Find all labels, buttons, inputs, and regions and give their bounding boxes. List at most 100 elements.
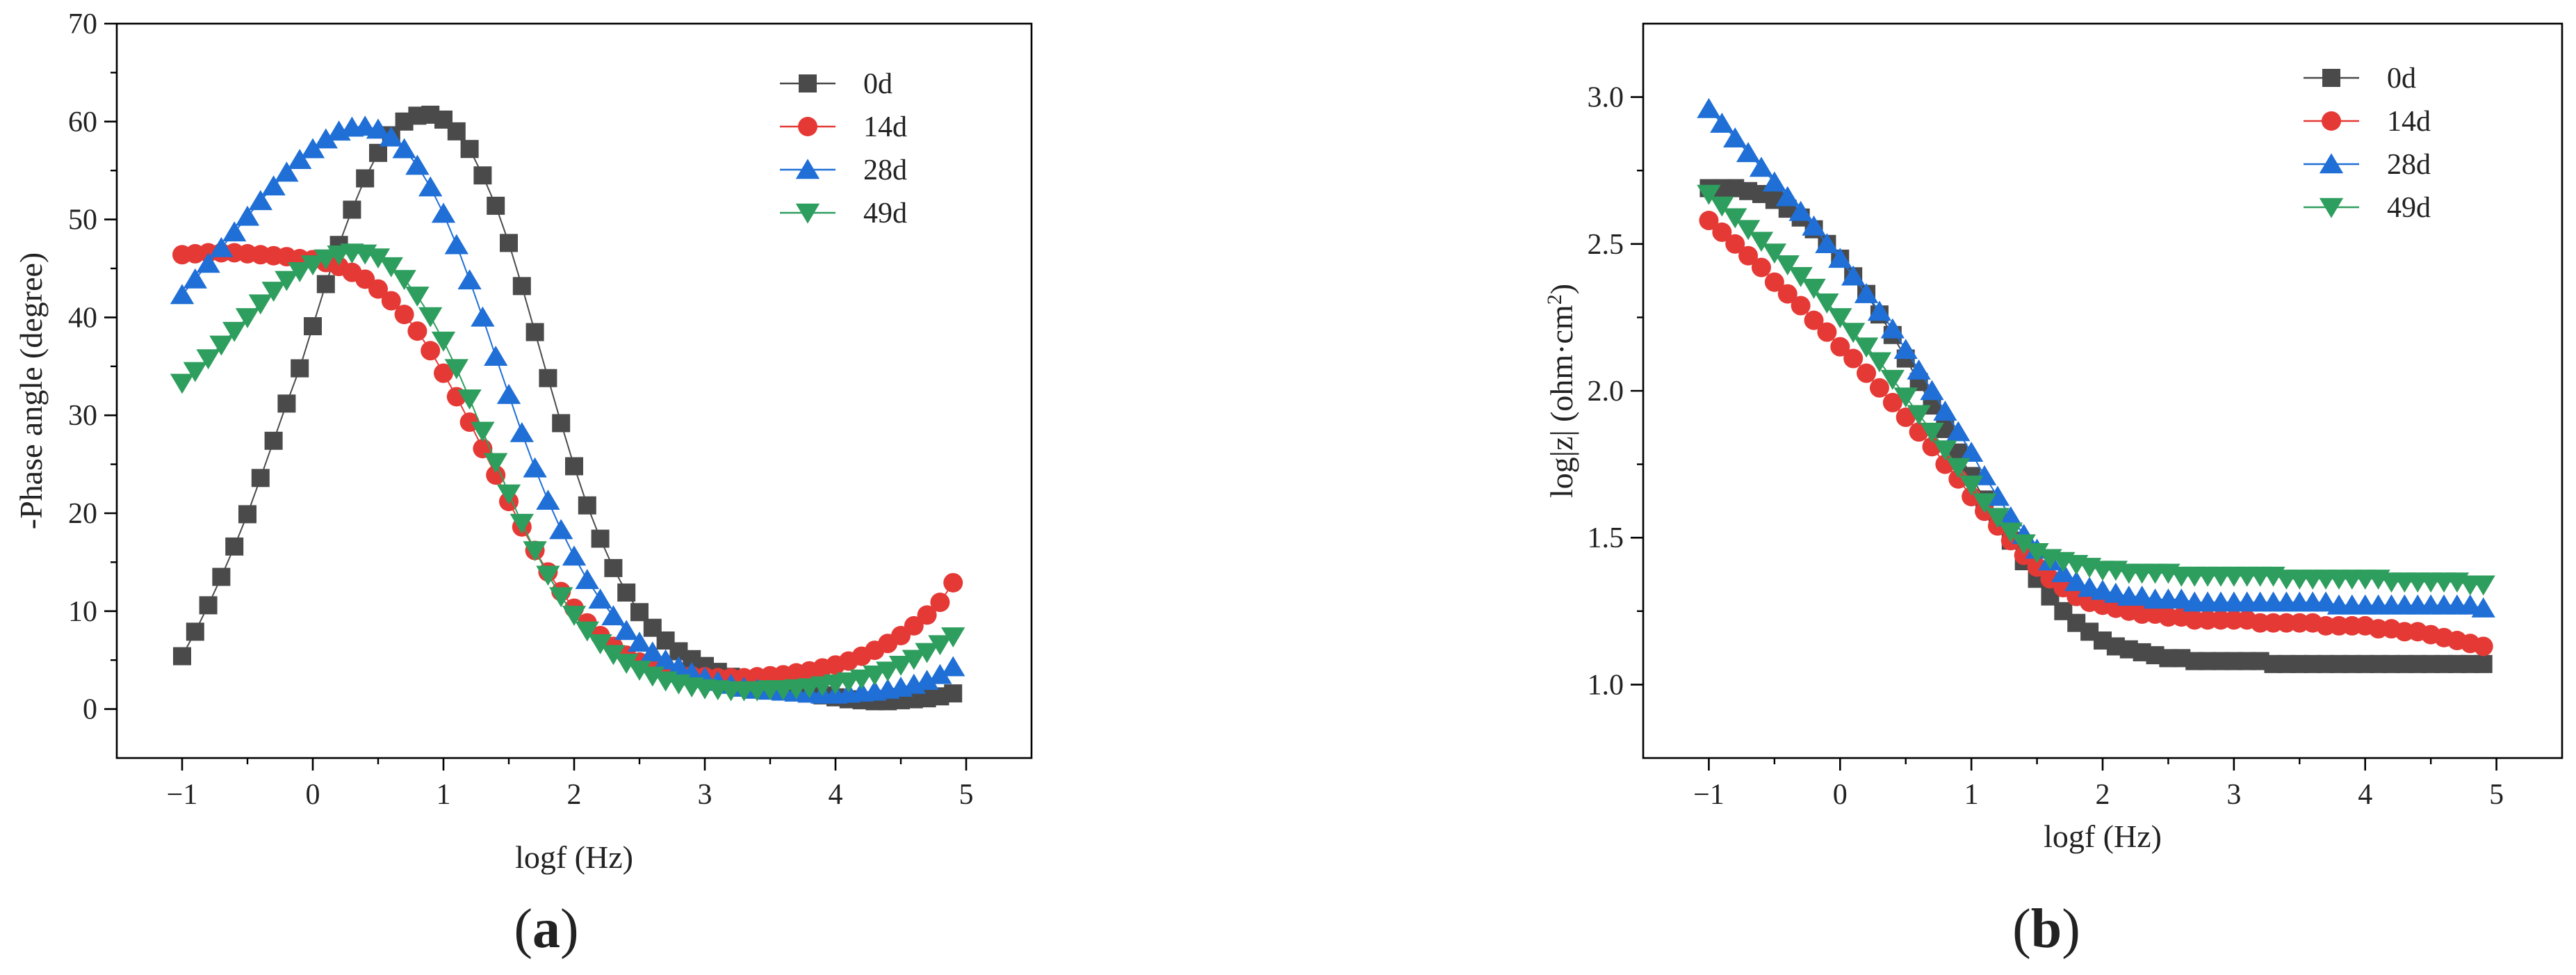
panel-b-data-point-28d — [1880, 318, 1905, 339]
panel-b-data-point-49d — [1985, 508, 2010, 529]
panel-b-data-point-0d — [2474, 654, 2493, 673]
panel-b-data-point-49d — [2012, 534, 2036, 555]
panel-a-data-point-0d — [238, 505, 256, 524]
panel-b-data-point-14d — [1817, 322, 1837, 342]
panel-a-data-point-28d — [614, 620, 639, 640]
panel-a-data-point-28d — [928, 663, 952, 684]
panel-b-legend-label: 14d — [2387, 106, 2431, 138]
panel-a-data-point-0d — [212, 567, 231, 586]
panel-a-data-point-49d — [170, 373, 195, 394]
panel-a-data-point-28d — [196, 252, 220, 273]
panel-b-data-point-14d — [1764, 272, 1784, 292]
panel-a-data-point-0d — [525, 323, 544, 341]
panel-b-y-tick-label: 2.0 — [1588, 376, 1624, 408]
panel-a-legend-item-49d: 49d — [780, 198, 907, 229]
panel-a-data-point-28d — [405, 154, 430, 175]
panel-a-data-point-0d — [291, 359, 309, 378]
panel-a-data-point-49d — [313, 249, 338, 270]
panel-a-data-point-49d — [863, 666, 887, 686]
panel-a-legend: 0d 14d 28d 49d — [780, 68, 907, 229]
panel-a-data-point-14d — [486, 465, 506, 485]
panel-a-data-point-0d — [251, 469, 270, 488]
panel-b-data-point-28d — [1710, 113, 1734, 133]
panel-b-data-point-28d — [1959, 442, 1984, 462]
panel-b-data-point-14d — [1857, 363, 1877, 383]
panel-a-data-point-49d — [471, 421, 495, 442]
panel-a-data-point-14d — [434, 363, 453, 383]
panel-a-data-point-28d — [261, 175, 286, 195]
panel-a-data-point-28d — [379, 126, 403, 147]
panel-b-data-point-14d — [1830, 337, 1850, 357]
panel-a-data-point-28d — [640, 641, 665, 662]
panel-b-x-tick-label: −1 — [1693, 779, 1725, 811]
panel-b-data-point-14d — [1699, 211, 1719, 231]
panel-a-data-point-28d — [248, 190, 272, 211]
panel-b-data-point-49d — [1972, 493, 1997, 514]
panel-a-data-point-0d — [447, 122, 466, 140]
panel-b-legend: 0d 14d 28d 49d — [2304, 63, 2431, 224]
panel-a-data-point-28d — [536, 490, 560, 510]
panel-a-data-point-49d — [627, 661, 652, 681]
panel-a-data-point-14d — [943, 572, 963, 593]
panel-a-data-point-14d — [368, 279, 388, 299]
panel-a-caption-open: ( — [514, 899, 532, 960]
panel-a-caption-letter: a — [532, 899, 560, 960]
panel-b-legend-item-14d: 14d — [2304, 106, 2431, 138]
panel-a-data-point-49d — [575, 621, 599, 642]
panel-b-data-point-28d — [1933, 400, 1957, 421]
panel-b-x-tick-label: 5 — [2489, 779, 2504, 811]
panel-a-data-point-0d — [369, 143, 387, 162]
panel-a-data-point-14d — [381, 291, 401, 311]
panel-a-data-point-28d — [183, 268, 207, 289]
panel-b-data-point-14d — [1777, 284, 1798, 304]
panel-a-data-point-28d — [667, 656, 691, 677]
panel-a-data-point-28d — [431, 202, 456, 223]
panel-a-data-point-49d — [888, 655, 913, 676]
panel-b-impedance-modulus: −1 0 1 2 3 4 5 1.0 1.5 2.0 2.5 3.0 logf (Hz) log|z|… — [1543, 22, 2563, 960]
panel-b-data-point-49d — [1736, 220, 1761, 241]
panel-a-data-point-49d — [444, 359, 468, 380]
panel-b-data-point-14d — [1843, 348, 1864, 369]
panel-a-data-point-0d — [173, 647, 191, 666]
panel-b-data-point-14d — [1869, 378, 1889, 398]
panel-a-data-point-49d — [261, 282, 286, 302]
panel-b-legend-item-0d: 0d — [2304, 63, 2416, 95]
panel-b-ticks: −1 0 1 2 3 4 5 1.0 1.5 2.0 2.5 3.0 — [1588, 82, 2504, 811]
panel-a-data-point-28d — [562, 545, 587, 566]
panel-a-data-point-14d — [904, 615, 924, 636]
panel-a-data-point-28d — [444, 234, 468, 255]
panel-b-data-point-14d — [2027, 557, 2047, 577]
panel-a-data-point-28d — [457, 269, 482, 290]
panel-a-data-point-49d — [928, 635, 952, 656]
panel-b-caption: (b) — [2012, 899, 2080, 960]
panel-b-data-point-28d — [1854, 283, 1879, 303]
panel-b-legend-marker-28d — [2319, 153, 2344, 174]
panel-b-data-point-49d — [2471, 575, 2495, 596]
panel-b-data-point-49d — [1920, 422, 1944, 443]
panel-b-x-tick-label: 2 — [2096, 779, 2110, 811]
panel-a-data-point-28d — [418, 176, 443, 197]
panel-a-data-point-0d — [277, 394, 296, 413]
panel-b-series-49d — [1697, 184, 2495, 596]
panel-a-y-tick-label: 50 — [68, 204, 97, 236]
panel-a-data-point-14d — [394, 305, 414, 325]
panel-a-data-point-28d — [523, 457, 547, 478]
panel-a-y-tick-label: 20 — [68, 498, 97, 530]
panel-a-data-point-28d — [313, 128, 338, 149]
panel-b-data-point-49d — [1880, 369, 1905, 390]
panel-a-legend-marker-0d — [799, 74, 817, 92]
panel-a-data-point-0d — [512, 277, 531, 296]
panel-b-data-point-49d — [1933, 440, 1957, 461]
panel-b-x-axis-title: logf (Hz) — [2044, 819, 2162, 854]
panel-b-legend-label: 49d — [2387, 192, 2431, 224]
panel-a-data-point-49d — [392, 270, 416, 291]
panel-a-data-point-0d — [316, 275, 335, 293]
panel-a-data-point-0d — [343, 200, 361, 219]
panel-a-data-point-28d — [170, 284, 195, 305]
panel-a-data-point-28d — [915, 670, 939, 691]
panel-b-series-28d — [1697, 97, 2495, 618]
panel-b-data-point-49d — [1841, 323, 1866, 344]
panel-b-series — [1697, 97, 2495, 673]
